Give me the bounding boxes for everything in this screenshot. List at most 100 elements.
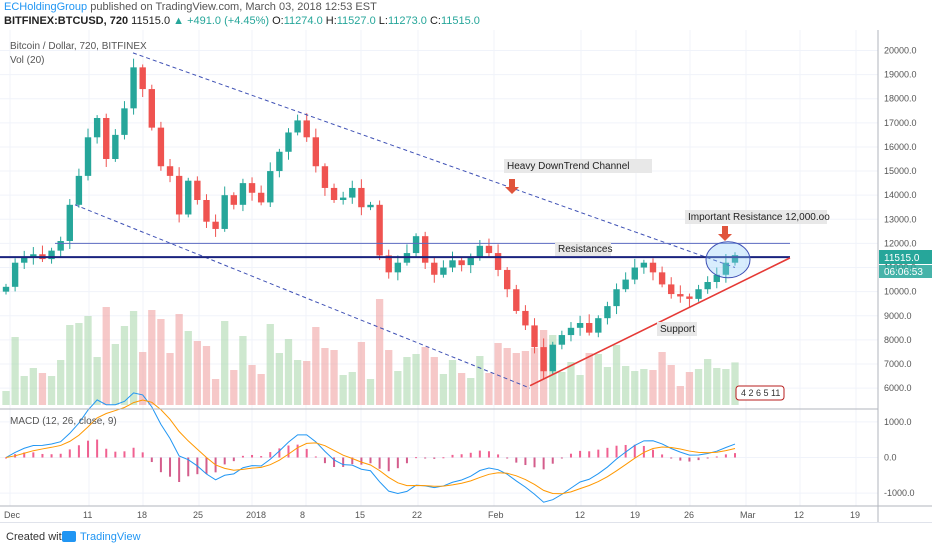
macd-legend: MACD (12, 26, close, 9) (10, 416, 117, 427)
macd-histogram-bar (333, 457, 336, 468)
author-link[interactable]: ECHoldingGroup (4, 1, 88, 13)
time-tick-label: 11 (83, 510, 92, 520)
candle (431, 262, 438, 275)
candle (731, 255, 739, 263)
time-tick-label: 26 (684, 510, 694, 520)
macd-histogram-bar (141, 452, 144, 458)
macd-histogram-bar (405, 457, 408, 464)
volume-bar (558, 372, 566, 405)
macd-histogram-bar (497, 454, 500, 458)
macd-histogram-bar (187, 457, 190, 477)
candle (267, 171, 274, 203)
candle (175, 175, 183, 215)
symbol-legend: Bitcoin / Dollar, 720, BITFINEX (10, 41, 147, 52)
volume-bar (567, 362, 575, 405)
volume-bar (521, 351, 530, 405)
candle (75, 175, 83, 205)
candle (458, 260, 465, 266)
candle (339, 197, 347, 200)
volume-bar (211, 379, 220, 405)
macd-line (5, 392, 736, 503)
candle (586, 323, 593, 333)
candle (66, 204, 73, 241)
volume-bar (731, 362, 739, 405)
volume-bar (667, 365, 675, 405)
macd-histogram-bar (223, 457, 226, 465)
volume-bar (193, 341, 202, 405)
candle (622, 279, 629, 290)
volume-bar (485, 373, 493, 405)
time-tick-label: 15 (355, 510, 365, 520)
volume-bar (93, 357, 101, 405)
volume-bar (321, 348, 329, 405)
candle (103, 118, 110, 159)
candle (440, 267, 447, 275)
price-change: ▲ +491.0 (+4.45%) (173, 15, 270, 27)
macd-histogram-bar (715, 456, 718, 458)
macd-histogram-bar (114, 451, 117, 458)
annotation-important-resistance-box (685, 210, 827, 224)
volume-bar (221, 321, 229, 405)
axes: 6000.07000.08000.09000.010000.011000.012… (4, 45, 917, 520)
macd-histogram-bar (670, 457, 673, 459)
price-tick-label: 16000.0 (884, 142, 917, 152)
candle (522, 310, 529, 326)
volume-bar (312, 327, 320, 405)
price-tick-label: 19000.0 (884, 70, 917, 80)
volume-bar (503, 348, 511, 405)
volume-bar (357, 342, 366, 405)
candle (567, 327, 575, 336)
time-tick-label: 2018 (246, 510, 266, 520)
candle (540, 347, 547, 372)
macd-histogram-bar (734, 453, 736, 458)
candle (649, 262, 657, 273)
macd-histogram-bar (706, 457, 709, 459)
volume-bar (594, 354, 602, 405)
time-tick-label: Dec (4, 510, 21, 520)
macd-tick-label: 0.0 (884, 453, 897, 463)
volume-bar (640, 369, 648, 405)
volume-bar (685, 372, 694, 405)
candle (595, 318, 602, 333)
volume-legend: Vol (20) (10, 55, 44, 66)
candle (613, 289, 620, 307)
volume-bar (713, 368, 721, 405)
candle (485, 245, 493, 254)
volume-bar (676, 386, 684, 405)
macd-histogram-bar (41, 453, 44, 458)
price-tick-label: 10000.0 (884, 287, 917, 297)
last-price: 11515.0 (131, 15, 171, 27)
price-badge: 11515.0 (879, 250, 932, 264)
candle (221, 195, 228, 229)
candle (658, 272, 666, 285)
volume-bar (585, 353, 593, 405)
volume-bar (530, 348, 539, 405)
candle (668, 284, 675, 295)
candle (531, 325, 538, 348)
volume-bar (658, 352, 666, 405)
candle (677, 294, 684, 297)
candle (695, 289, 702, 299)
macd-histogram-bar (615, 445, 618, 458)
volume-bar (11, 337, 19, 405)
price-tick-label: 12000.0 (884, 238, 917, 248)
candle (449, 260, 456, 268)
events-badge[interactable]: 4 2 6 5 11 (735, 385, 785, 401)
countdown-badge: 06:06:53 (879, 265, 932, 278)
macd-histogram-bar (105, 448, 108, 458)
candle (257, 192, 265, 203)
macd-histogram-bar (296, 444, 299, 458)
price-tick-label: 18000.0 (884, 94, 917, 104)
tradingview-link[interactable]: TradingView (80, 531, 141, 543)
price-tick-label: 13000.0 (884, 214, 917, 224)
volume-bar (348, 372, 356, 405)
annotation-support-box (657, 322, 697, 336)
candle (722, 262, 730, 275)
price-chart[interactable]: Heavy DownTrend Channel Important Resista… (0, 30, 932, 522)
candle (704, 282, 711, 290)
candle (303, 120, 310, 138)
events-badge-text: 4 2 6 5 11 (741, 388, 780, 398)
candle (549, 344, 556, 372)
macd-histogram-bar (697, 457, 700, 461)
price-tick-label: 8000.0 (884, 335, 912, 345)
